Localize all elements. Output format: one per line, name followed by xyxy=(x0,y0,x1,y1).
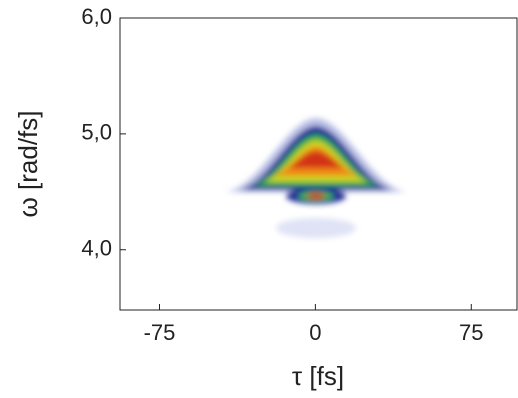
y-axis-label: ω [rad/fs] xyxy=(13,111,43,218)
y-tick-label: 6,0 xyxy=(81,4,112,29)
x-axis-label: τ [fs] xyxy=(292,361,344,391)
y-tick-label: 5,0 xyxy=(81,120,112,145)
axes: -75 0 75 4,0 5,0 6,0 xyxy=(81,4,483,345)
spectrogram xyxy=(120,118,517,238)
x-tick-label: 0 xyxy=(309,320,321,345)
plot-frame xyxy=(119,17,518,311)
x-tick-label: 75 xyxy=(459,320,483,345)
x-tick-label: -75 xyxy=(144,320,176,345)
y-tick-label: 4,0 xyxy=(81,236,112,261)
